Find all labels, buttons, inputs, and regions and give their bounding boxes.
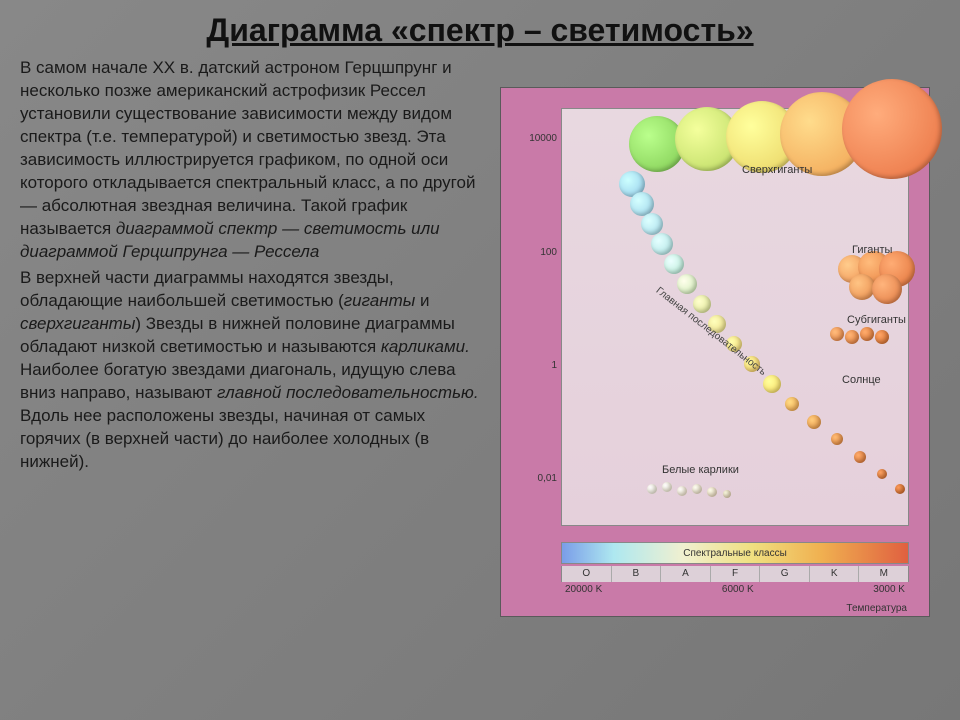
main-sequence-star <box>877 469 887 479</box>
region-label: Сверхгиганты <box>742 164 812 176</box>
spectral-class-bar: Спектральные классы <box>561 542 909 564</box>
region-label: Гиганты <box>852 244 892 256</box>
spectral-class: A <box>661 566 711 582</box>
y-tick: 1 <box>529 360 557 371</box>
sun-star <box>763 375 781 393</box>
class-letters: OBAFGKM <box>561 566 909 582</box>
subgiant-star <box>860 327 874 341</box>
y-tick: 0,01 <box>529 473 557 484</box>
supergiant-star <box>842 79 942 179</box>
spectral-class: F <box>711 566 761 582</box>
main-sequence-label: Главная последовательность <box>654 285 768 378</box>
subgiant-star <box>875 330 889 344</box>
region-label: Белые карлики <box>662 464 739 476</box>
diagram-column: Светимость в единицах светимости Солнца … <box>490 57 940 617</box>
main-sequence-star <box>664 254 684 274</box>
temperature-tick: 20000 K <box>565 584 602 600</box>
spectral-class: G <box>760 566 810 582</box>
white-dwarf-star <box>692 484 702 494</box>
main-sequence-star <box>641 213 663 235</box>
text-column: В самом начале XX в. датский астроном Ге… <box>20 57 480 617</box>
white-dwarf-star <box>707 487 717 497</box>
main-sequence-star <box>831 433 843 445</box>
subgiant-star <box>830 327 844 341</box>
temperature-bar: 20000 K 6000 K 3000 K <box>561 584 909 600</box>
slide-title: Диаграмма «спектр – светимость» <box>20 12 940 49</box>
plot-area: Сверхгиганты Гиганты Субгиганты Солнце Белые… <box>561 108 909 526</box>
spectral-class: O <box>562 566 612 582</box>
spectral-class: M <box>859 566 908 582</box>
main-sequence-star <box>895 484 905 494</box>
x-axis-label: Температура <box>846 603 907 614</box>
main-sequence-star <box>651 233 673 255</box>
white-dwarf-star <box>677 486 687 496</box>
hr-diagram: Светимость в единицах светимости Солнца … <box>500 87 930 617</box>
content-row: В самом начале XX в. датский астроном Ге… <box>20 57 940 617</box>
y-tick: 100 <box>529 247 557 258</box>
main-sequence-star <box>854 451 866 463</box>
main-sequence-star <box>807 415 821 429</box>
main-sequence-star <box>677 274 697 294</box>
spectral-class: K <box>810 566 860 582</box>
giant-star <box>872 274 902 304</box>
region-label: Субгиганты <box>847 314 906 326</box>
spectral-class: B <box>612 566 662 582</box>
subgiant-star <box>845 330 859 344</box>
slide: Диаграмма «спектр – светимость» В самом … <box>0 0 960 720</box>
main-sequence-star <box>785 397 799 411</box>
white-dwarf-star <box>662 482 672 492</box>
paragraph-2: В верхней части диаграммы находятся звез… <box>20 267 480 473</box>
main-sequence-star <box>693 295 711 313</box>
temperature-tick: 6000 K <box>722 584 754 600</box>
temperature-tick: 3000 K <box>873 584 905 600</box>
paragraph-1: В самом начале XX в. датский астроном Ге… <box>20 57 480 263</box>
region-label: Солнце <box>842 374 881 386</box>
white-dwarf-star <box>723 490 731 498</box>
y-tick: 10000 <box>529 133 557 144</box>
white-dwarf-star <box>647 484 657 494</box>
